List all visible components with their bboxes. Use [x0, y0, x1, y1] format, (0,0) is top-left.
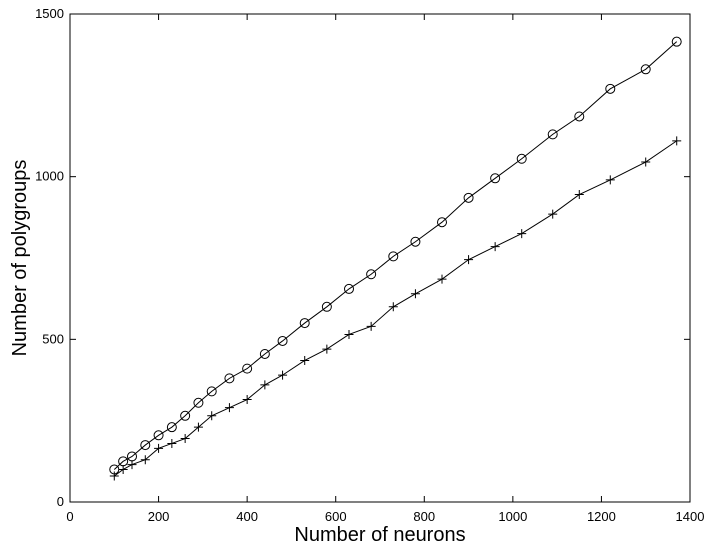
marker — [118, 464, 128, 474]
marker — [517, 229, 527, 239]
marker — [278, 370, 288, 380]
marker — [410, 236, 421, 247]
marker — [366, 321, 376, 331]
marker — [574, 111, 585, 122]
x-tick-label: 0 — [66, 509, 73, 524]
marker — [640, 64, 651, 75]
x-tick-label: 1400 — [676, 509, 705, 524]
marker — [127, 460, 137, 470]
marker — [344, 283, 354, 294]
x-tick-label: 400 — [236, 509, 258, 524]
marker — [321, 301, 332, 312]
marker — [490, 242, 500, 252]
marker — [207, 411, 217, 421]
plot-frame — [69, 13, 691, 503]
marker — [641, 157, 651, 167]
marker — [672, 136, 682, 146]
marker — [605, 175, 615, 185]
marker — [224, 403, 234, 413]
marker — [193, 397, 204, 408]
y-tick-label: 500 — [42, 331, 64, 346]
marker — [388, 251, 399, 262]
marker — [140, 440, 151, 451]
x-axis-title: Number of neurons — [294, 524, 465, 546]
marker — [605, 83, 616, 94]
marker — [206, 386, 217, 397]
marker — [344, 329, 354, 339]
x-tick-label: 800 — [413, 509, 435, 524]
marker — [166, 422, 177, 433]
marker — [671, 36, 682, 47]
marker — [516, 153, 527, 164]
y-tick-label: 1000 — [35, 169, 64, 184]
marker — [193, 422, 203, 432]
marker — [109, 471, 119, 481]
marker — [547, 129, 558, 140]
marker — [463, 192, 474, 203]
series-line — [113, 41, 678, 470]
x-tick-label: 1200 — [587, 509, 616, 524]
marker — [154, 443, 164, 453]
x-tick-label: 600 — [325, 509, 347, 524]
marker — [366, 269, 377, 280]
marker — [140, 455, 150, 465]
marker — [224, 373, 235, 384]
marker — [548, 209, 558, 219]
marker — [300, 355, 310, 365]
y-tick-label: 0 — [57, 494, 64, 509]
marker — [437, 274, 447, 284]
marker — [180, 410, 191, 421]
marker — [299, 318, 310, 329]
marker — [242, 395, 252, 405]
y-axis-title: Number of polygroups — [9, 160, 31, 357]
series-line — [113, 140, 677, 477]
marker — [490, 173, 501, 184]
marker — [260, 380, 270, 390]
marker — [242, 363, 253, 374]
marker — [259, 348, 270, 359]
marker — [410, 289, 420, 299]
x-tick-label: 200 — [148, 509, 170, 524]
marker — [388, 302, 398, 312]
marker — [277, 335, 288, 346]
marker — [464, 255, 474, 265]
marker — [167, 438, 177, 448]
marker — [153, 430, 164, 441]
x-tick-label: 1000 — [498, 509, 527, 524]
y-tick-label: 1500 — [35, 6, 64, 21]
marker — [322, 344, 332, 354]
marker — [437, 217, 447, 228]
marker — [180, 434, 190, 444]
marker — [574, 190, 584, 200]
